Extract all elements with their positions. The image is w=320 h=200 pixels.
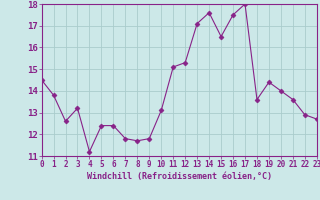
X-axis label: Windchill (Refroidissement éolien,°C): Windchill (Refroidissement éolien,°C)	[87, 172, 272, 181]
